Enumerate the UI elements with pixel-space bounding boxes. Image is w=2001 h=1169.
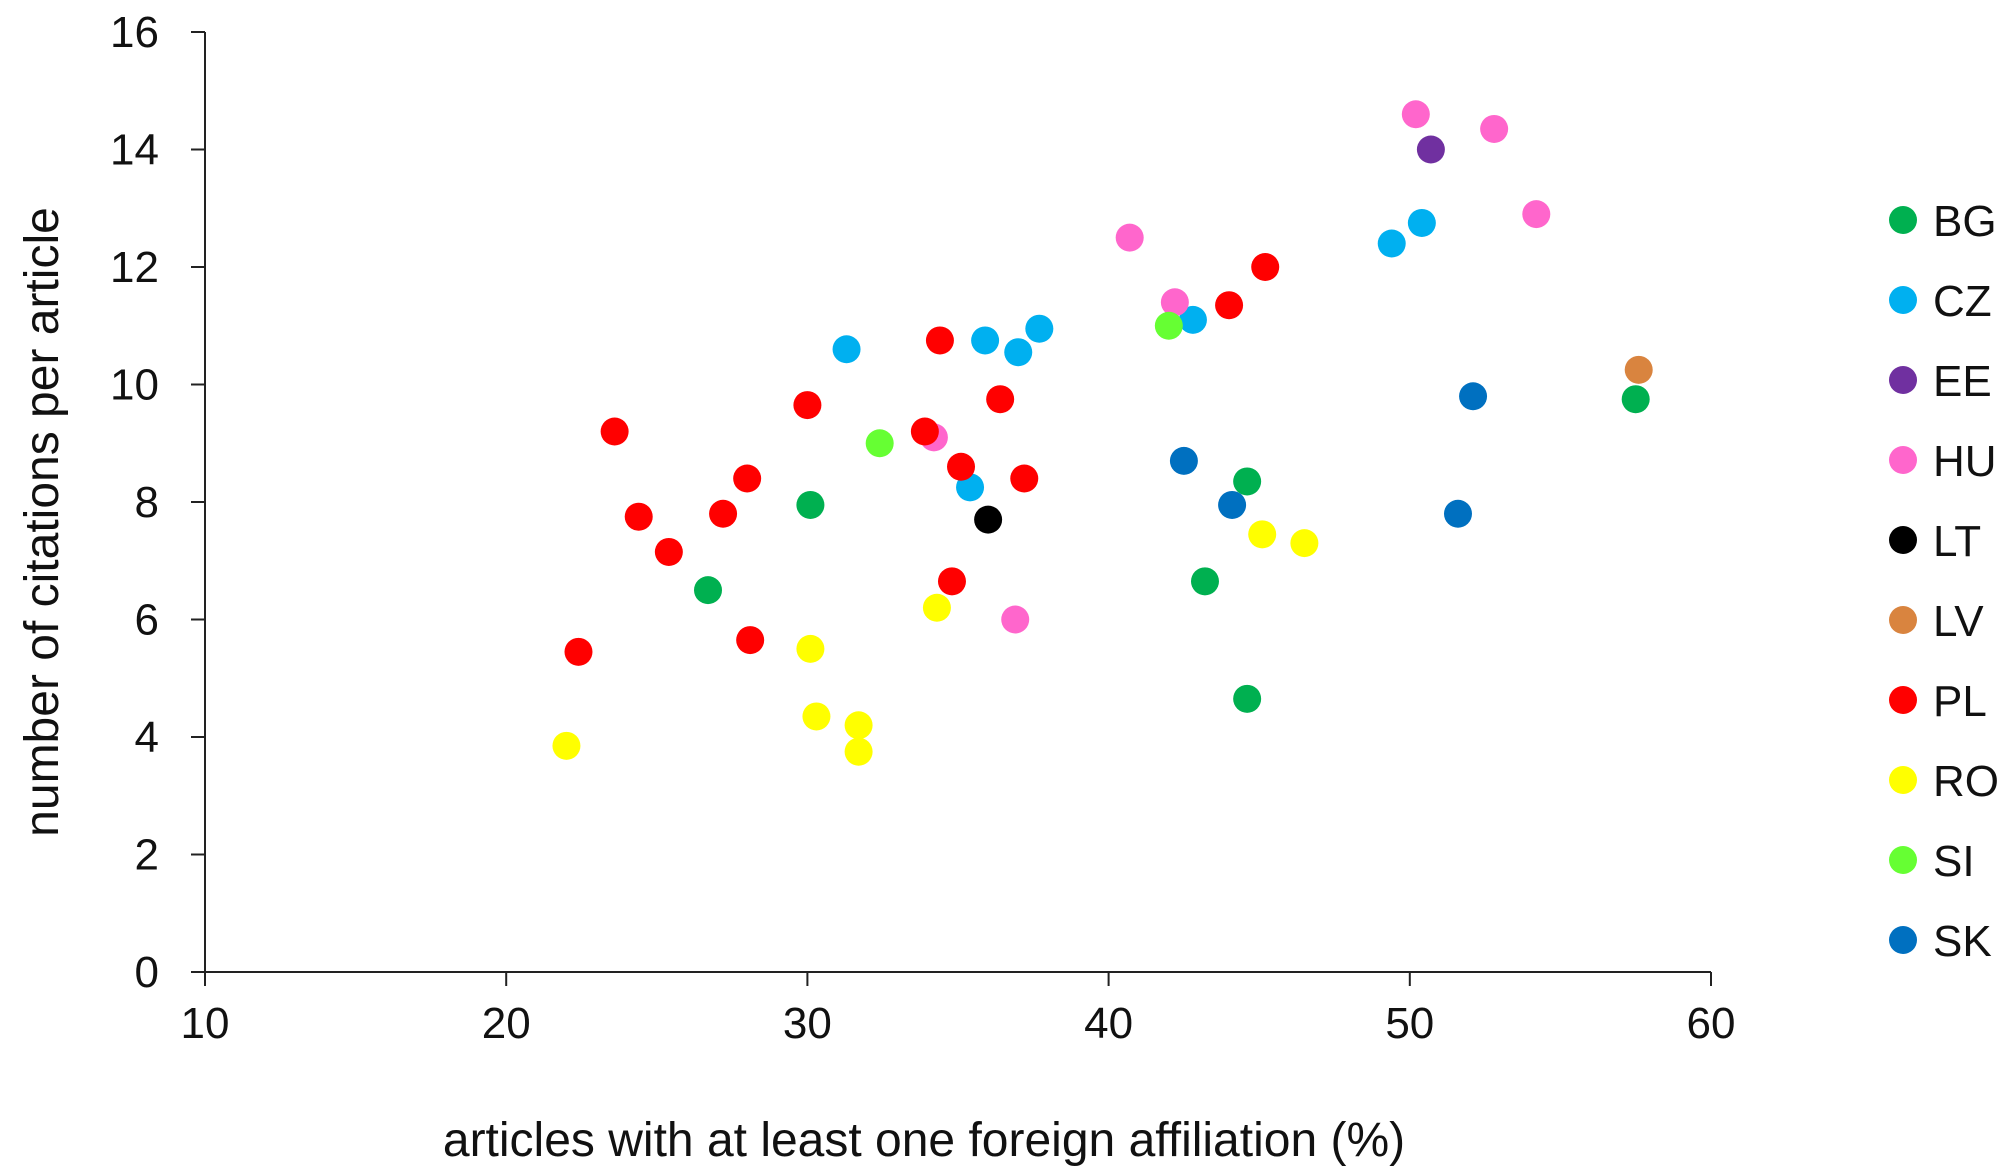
- y-tick-label: 10: [110, 361, 159, 410]
- legend-label-pl: PL: [1933, 677, 1987, 726]
- x-axis-title: articles with at least one foreign affil…: [443, 1114, 1405, 1167]
- data-point-sk: [1459, 382, 1488, 411]
- legend-marker-ro: [1889, 766, 1917, 794]
- data-point-ee: [1416, 135, 1445, 164]
- data-point-pl: [654, 537, 683, 566]
- data-point-pl: [600, 417, 629, 446]
- data-point-cz: [971, 326, 1000, 355]
- data-point-pl: [709, 499, 738, 528]
- legend: BG CZ EE HU LT LV PL RO SI SK: [1889, 197, 1999, 966]
- y-tick-label: 16: [110, 8, 159, 57]
- y-tick-label: 2: [135, 831, 159, 880]
- data-point-pl: [1215, 291, 1244, 320]
- legend-marker-sk: [1889, 926, 1917, 954]
- data-point-sk: [1218, 490, 1247, 519]
- legend-label-bg: BG: [1933, 197, 1997, 246]
- x-axis-ticks: 10 20 30 40 50 60: [181, 972, 1736, 1048]
- data-point-ro: [552, 731, 581, 760]
- data-point-hu: [1401, 100, 1430, 129]
- legend-marker-lv: [1889, 606, 1917, 634]
- data-point-bg: [1233, 467, 1262, 496]
- data-point-lt: [974, 505, 1003, 534]
- data-point-pl: [947, 452, 976, 481]
- data-point-pl: [925, 326, 954, 355]
- y-tick-label: 12: [110, 243, 159, 292]
- data-point-cz: [832, 335, 861, 364]
- x-tick-label: 50: [1385, 999, 1434, 1048]
- legend-label-si: SI: [1933, 837, 1975, 886]
- data-point-bg: [694, 576, 723, 605]
- y-axis-title: number of citations per article: [16, 207, 69, 837]
- data-point-cz: [1377, 229, 1406, 258]
- x-tick-label: 30: [783, 999, 832, 1048]
- data-point-bg: [1190, 567, 1219, 596]
- data-point-pl: [937, 567, 966, 596]
- legend-marker-bg: [1889, 206, 1917, 234]
- y-tick-label: 8: [135, 478, 159, 527]
- data-point-si: [865, 429, 894, 458]
- data-point-pl: [793, 391, 822, 420]
- legend-marker-pl: [1889, 686, 1917, 714]
- y-axis-ticks: 0 2 4 6 8 10 12 14 16: [110, 8, 205, 997]
- data-point-pl: [1010, 464, 1039, 493]
- data-point-cz: [1178, 305, 1207, 334]
- data-point-ro: [844, 711, 873, 740]
- data-point-ro: [802, 702, 831, 731]
- data-point-lv: [1624, 355, 1653, 384]
- legend-label-lv: LV: [1933, 597, 1984, 646]
- data-point-bg: [1621, 385, 1650, 414]
- legend-marker-hu: [1889, 446, 1917, 474]
- data-point-pl: [624, 502, 653, 531]
- y-tick-label: 14: [110, 126, 159, 175]
- legend-label-cz: CZ: [1933, 277, 1992, 326]
- data-point-pl: [736, 626, 765, 655]
- legend-marker-lt: [1889, 526, 1917, 554]
- legend-label-lt: LT: [1933, 517, 1981, 566]
- legend-label-ro: RO: [1933, 757, 1999, 806]
- data-point-ro: [796, 634, 825, 663]
- data-point-si: [1154, 311, 1183, 340]
- data-point-ro: [1248, 520, 1277, 549]
- data-points: [552, 100, 1653, 766]
- data-point-hu: [1001, 605, 1030, 634]
- y-tick-label: 0: [135, 948, 159, 997]
- data-point-bg: [1233, 684, 1262, 713]
- data-point-sk: [1443, 499, 1472, 528]
- data-point-ro: [922, 593, 951, 622]
- data-point-hu: [1522, 200, 1551, 229]
- data-point-pl: [564, 637, 593, 666]
- data-point-cz: [1025, 314, 1054, 343]
- x-tick-label: 60: [1687, 999, 1736, 1048]
- data-point-cz: [1407, 208, 1436, 237]
- legend-label-ee: EE: [1933, 357, 1992, 406]
- data-point-hu: [1115, 223, 1144, 252]
- axes: [204, 32, 1711, 973]
- data-point-pl: [986, 385, 1015, 414]
- y-tick-label: 6: [135, 596, 159, 645]
- y-tick-label: 4: [135, 713, 159, 762]
- legend-label-sk: SK: [1933, 917, 1992, 966]
- data-point-ro: [844, 737, 873, 766]
- data-point-sk: [1169, 446, 1198, 475]
- x-tick-label: 20: [482, 999, 531, 1048]
- data-point-pl: [1251, 253, 1280, 281]
- data-point-bg: [796, 490, 825, 519]
- legend-marker-cz: [1889, 286, 1917, 314]
- data-point-ro: [1290, 529, 1319, 558]
- x-tick-label: 10: [181, 999, 230, 1048]
- x-tick-label: 40: [1084, 999, 1133, 1048]
- legend-marker-si: [1889, 846, 1917, 874]
- legend-label-hu: HU: [1933, 437, 1997, 486]
- data-point-cz: [1004, 338, 1033, 367]
- data-point-pl: [733, 464, 762, 493]
- legend-marker-ee: [1889, 366, 1917, 394]
- data-point-hu: [1480, 114, 1509, 143]
- data-point-pl: [910, 417, 939, 446]
- data-point-hu: [1160, 288, 1189, 317]
